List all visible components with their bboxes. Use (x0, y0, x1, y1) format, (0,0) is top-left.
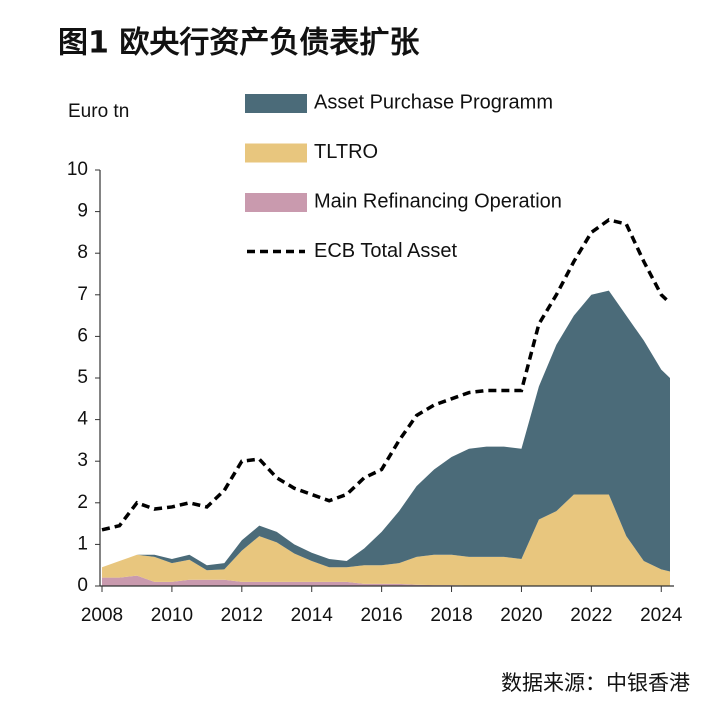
x-tick-label: 2016 (360, 605, 402, 626)
x-tick-label: 2020 (500, 605, 542, 626)
y-tick-label: 5 (77, 367, 88, 388)
legend-swatch (245, 143, 307, 163)
y-tick-label: 9 (77, 201, 88, 222)
y-tick-label: 1 (77, 533, 88, 554)
legend-swatch (245, 94, 307, 113)
x-tick-label: 2010 (151, 605, 193, 626)
line (101, 218, 672, 532)
x-tick-label: 2008 (81, 605, 123, 626)
y-tick-label: 6 (77, 325, 88, 346)
area (102, 290, 670, 572)
x-tick-label: 2012 (221, 605, 263, 626)
y-tick-label: 0 (77, 575, 88, 596)
x-tick-label: 2022 (570, 605, 612, 626)
legend-label: ECB Total Asset (314, 240, 457, 262)
x-tick-label: 2018 (430, 605, 472, 626)
y-axis-label: Euro tn (68, 101, 129, 122)
area (102, 575, 670, 586)
legend-label: TLTRO (314, 141, 378, 163)
source-note: 数据来源：中银香港 (501, 671, 690, 695)
legend-label: Main Refinancing Operation (314, 190, 562, 212)
y-tick-label: 10 (67, 159, 88, 180)
y-tick-label: 8 (77, 242, 88, 263)
y-tick-label: 3 (77, 450, 88, 471)
x-tick-label: 2024 (640, 605, 683, 626)
x-tick-label: 2014 (291, 605, 334, 626)
area (102, 494, 670, 586)
chart-title: 图1 欧央行资产负债表扩张 (58, 26, 419, 61)
y-tick-label: 4 (77, 409, 88, 430)
y-tick-label: 7 (77, 284, 88, 305)
y-tick-label: 2 (77, 492, 88, 513)
legend-label: Asset Purchase Programm (314, 91, 553, 113)
legend-swatch (245, 193, 307, 212)
